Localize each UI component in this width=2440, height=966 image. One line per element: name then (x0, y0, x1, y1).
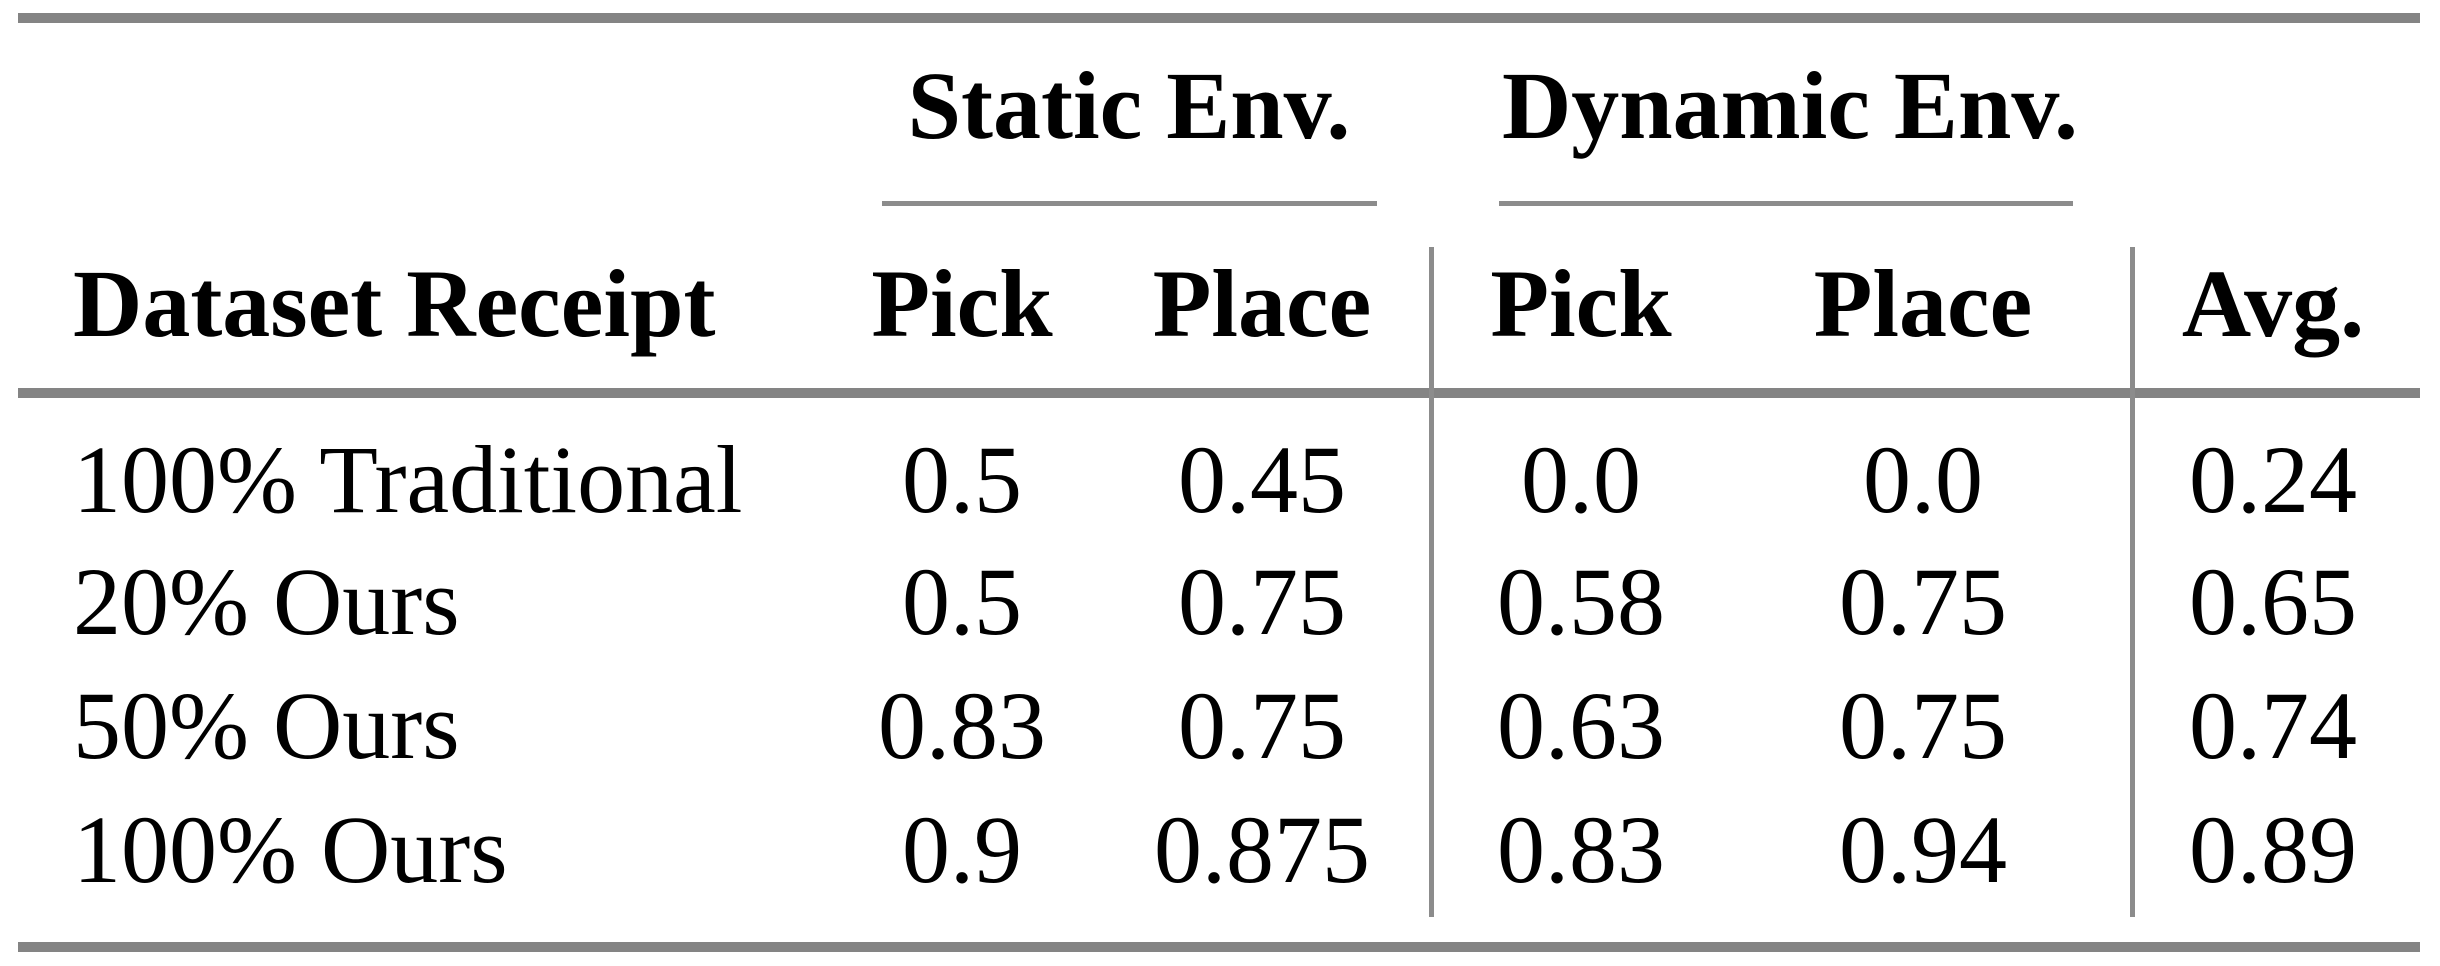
column-group-header-row: Static Env. Dynamic Env. (0, 45, 2440, 167)
value-cell: 0.89 (2189, 796, 2357, 903)
table-row: 20% Ours 0.5 0.75 0.58 0.75 0.65 (0, 541, 2440, 663)
col-header-static-place: Place (1152, 250, 1372, 357)
dynamic-env-underline (1499, 201, 2073, 206)
col-header-dynamic-pick: Pick (1490, 250, 1672, 357)
value-cell: 0.75 (1178, 548, 1346, 655)
value-cell: 0.45 (1178, 426, 1346, 533)
static-env-underline (882, 201, 1377, 206)
row-label: 100% Traditional (73, 426, 743, 533)
value-cell: 0.65 (2189, 548, 2357, 655)
value-cell: 0.83 (878, 672, 1046, 779)
vertical-separator-dynamic-avg (2130, 247, 2135, 917)
group-header-static-env: Static Env. (907, 52, 1351, 159)
bottom-rule (18, 942, 2420, 952)
table-row: 100% Traditional 0.5 0.45 0.0 0.0 0.24 (0, 419, 2440, 541)
row-label: 20% Ours (73, 548, 460, 655)
col-header-static-pick: Pick (871, 250, 1053, 357)
vertical-separator-static-dynamic (1429, 247, 1434, 917)
value-cell: 0.5 (902, 548, 1022, 655)
row-label: 50% Ours (73, 672, 460, 779)
value-cell: 0.5 (902, 426, 1022, 533)
value-cell: 0.58 (1497, 548, 1665, 655)
value-cell: 0.63 (1497, 672, 1665, 779)
column-header-row: Dataset Receipt Pick Place Pick Place Av… (0, 243, 2440, 365)
col-header-avg: Avg. (2181, 250, 2365, 357)
value-cell: 0.94 (1839, 796, 2007, 903)
value-cell: 0.75 (1839, 548, 2007, 655)
value-cell: 0.75 (1839, 672, 2007, 779)
group-header-dynamic-env: Dynamic Env. (1501, 52, 2079, 159)
value-cell: 0.74 (2189, 672, 2357, 779)
col-header-dynamic-place: Place (1813, 250, 2033, 357)
value-cell: 0.9 (902, 796, 1022, 903)
top-rule (18, 13, 2420, 23)
value-cell: 0.0 (1863, 426, 1983, 533)
value-cell: 0.83 (1497, 796, 1665, 903)
table-row: 50% Ours 0.83 0.75 0.63 0.75 0.74 (0, 665, 2440, 787)
table-row: 100% Ours 0.9 0.875 0.83 0.94 0.89 (0, 789, 2440, 911)
value-cell: 0.75 (1178, 672, 1346, 779)
col-header-dataset-receipt: Dataset Receipt (73, 250, 716, 357)
value-cell: 0.0 (1521, 426, 1641, 533)
header-separator-rule (18, 388, 2420, 398)
value-cell: 0.24 (2189, 426, 2357, 533)
value-cell: 0.875 (1154, 796, 1370, 903)
row-label: 100% Ours (73, 796, 508, 903)
